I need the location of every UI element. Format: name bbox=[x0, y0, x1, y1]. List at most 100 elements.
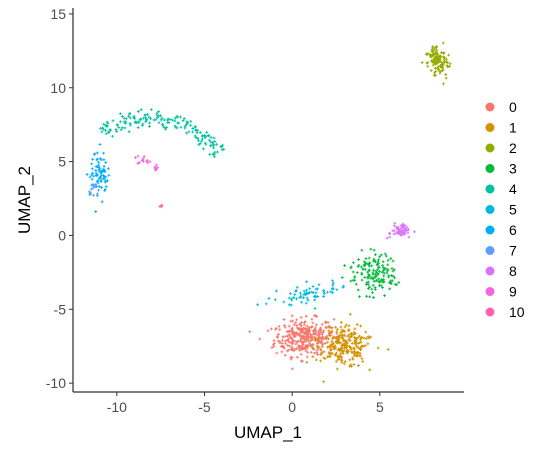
data-point bbox=[94, 185, 98, 189]
data-point bbox=[154, 167, 157, 171]
data-point bbox=[206, 134, 210, 138]
data-point bbox=[356, 265, 360, 268]
data-point bbox=[308, 344, 312, 348]
data-point bbox=[305, 355, 309, 359]
data-point bbox=[322, 380, 326, 384]
data-point bbox=[307, 336, 311, 340]
data-point bbox=[95, 151, 99, 155]
data-point bbox=[322, 288, 326, 292]
data-point bbox=[294, 342, 298, 346]
cluster-6-points bbox=[85, 142, 111, 214]
data-point bbox=[282, 324, 286, 327]
data-point bbox=[213, 150, 217, 154]
data-point bbox=[391, 229, 395, 233]
data-point bbox=[173, 116, 177, 120]
legend-key-0 bbox=[485, 102, 495, 112]
data-point bbox=[295, 331, 299, 335]
data-point bbox=[353, 327, 357, 331]
data-point bbox=[372, 259, 375, 263]
data-point bbox=[380, 270, 384, 274]
data-point bbox=[420, 61, 424, 64]
legend-label-5: 5 bbox=[509, 202, 517, 218]
data-point bbox=[366, 270, 370, 274]
data-point bbox=[258, 337, 262, 341]
data-point bbox=[390, 267, 394, 270]
data-point bbox=[311, 321, 315, 325]
data-point bbox=[114, 128, 118, 131]
data-point bbox=[283, 325, 287, 329]
cluster-7-points bbox=[87, 183, 100, 197]
data-point bbox=[368, 264, 371, 268]
data-point bbox=[100, 200, 104, 204]
data-point bbox=[359, 345, 363, 348]
data-point bbox=[160, 116, 164, 120]
data-point bbox=[304, 314, 308, 318]
data-point bbox=[327, 345, 331, 348]
data-point bbox=[444, 73, 448, 77]
data-point bbox=[432, 52, 436, 56]
data-point bbox=[175, 126, 179, 130]
data-point bbox=[432, 57, 436, 61]
data-point bbox=[290, 367, 294, 371]
data-point bbox=[339, 320, 343, 324]
data-point bbox=[288, 292, 292, 295]
data-point bbox=[119, 128, 123, 132]
data-point bbox=[104, 175, 108, 179]
data-point bbox=[95, 180, 99, 183]
data-point bbox=[139, 108, 143, 112]
data-point bbox=[123, 126, 127, 130]
data-point bbox=[364, 283, 368, 286]
data-point bbox=[374, 253, 377, 257]
y-axis-title: UMAP_2 bbox=[15, 166, 34, 234]
data-point bbox=[360, 357, 364, 361]
data-point bbox=[348, 312, 352, 316]
data-point bbox=[349, 348, 353, 351]
data-point bbox=[307, 339, 310, 343]
data-point bbox=[354, 338, 357, 342]
data-point bbox=[363, 268, 367, 271]
y-tick-label: 0 bbox=[58, 227, 66, 243]
data-point bbox=[291, 348, 294, 351]
data-point bbox=[281, 345, 285, 349]
data-point bbox=[212, 153, 216, 156]
data-point bbox=[429, 69, 433, 72]
data-point bbox=[381, 264, 385, 267]
data-point bbox=[104, 132, 108, 136]
data-point bbox=[442, 61, 446, 65]
data-point bbox=[104, 161, 108, 164]
data-point bbox=[310, 290, 314, 294]
data-point bbox=[191, 130, 194, 134]
legend-key-1 bbox=[485, 123, 495, 132]
data-point bbox=[99, 180, 103, 183]
data-point bbox=[372, 257, 376, 261]
data-point bbox=[334, 336, 338, 340]
data-point bbox=[156, 166, 160, 170]
data-point bbox=[367, 336, 371, 340]
data-point bbox=[305, 324, 309, 328]
data-point bbox=[304, 337, 308, 341]
cluster-8-points bbox=[385, 221, 416, 240]
legend-key-3 bbox=[485, 164, 495, 173]
data-point bbox=[94, 165, 98, 168]
data-point bbox=[155, 116, 159, 120]
data-point bbox=[445, 60, 449, 64]
data-point bbox=[197, 139, 200, 143]
data-point bbox=[311, 285, 315, 288]
data-point bbox=[368, 285, 372, 289]
data-point bbox=[441, 41, 445, 45]
data-point bbox=[303, 331, 307, 335]
data-point bbox=[338, 340, 341, 344]
data-point bbox=[356, 288, 360, 292]
data-point bbox=[183, 126, 187, 130]
data-point bbox=[194, 128, 197, 132]
data-point bbox=[147, 115, 151, 119]
y-tick-label: 10 bbox=[50, 80, 66, 96]
data-point bbox=[312, 330, 315, 334]
data-point bbox=[270, 327, 273, 331]
data-point bbox=[305, 280, 309, 284]
data-point bbox=[353, 275, 357, 279]
data-point bbox=[281, 335, 285, 339]
data-point bbox=[295, 324, 299, 327]
data-point bbox=[340, 358, 343, 362]
data-point bbox=[97, 169, 101, 173]
